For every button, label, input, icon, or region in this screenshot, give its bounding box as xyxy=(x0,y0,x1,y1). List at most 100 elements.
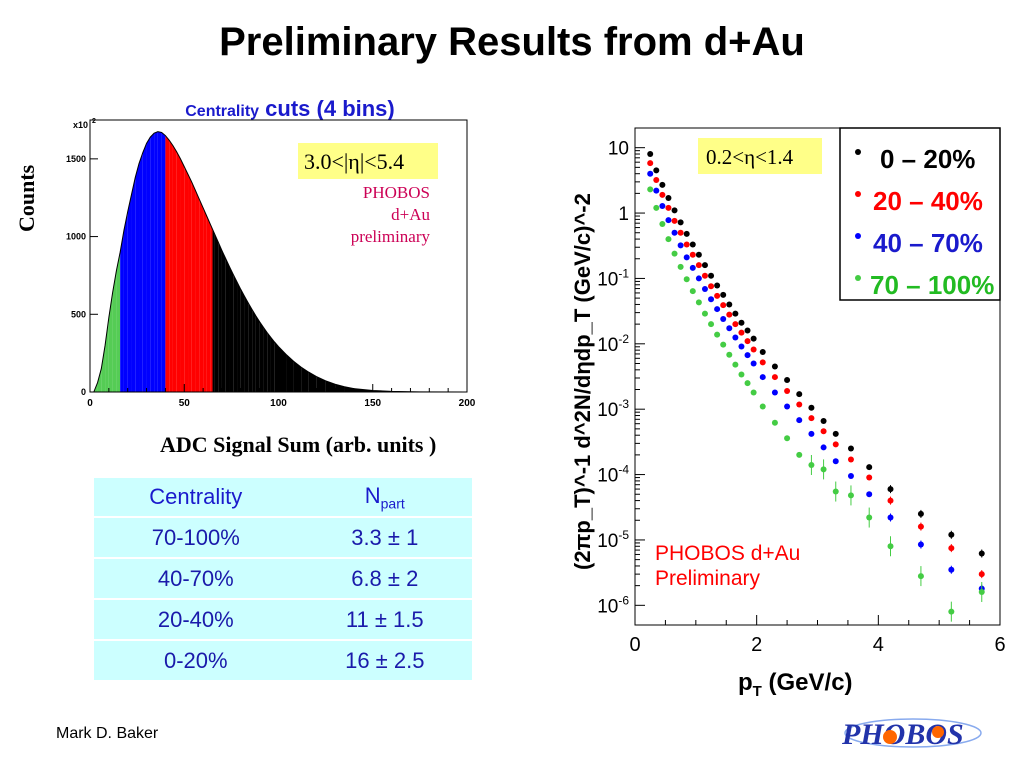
spectrum-data-point xyxy=(659,181,666,188)
histogram-eta-cut-label: 3.0<|η|<5.4 xyxy=(304,149,405,174)
histogram-bin xyxy=(229,266,234,392)
histogram-bin xyxy=(344,386,354,392)
spectrum-legend-label: 0 – 20% xyxy=(880,144,975,174)
spectrum-data-point xyxy=(647,151,654,158)
spectrum-data-point xyxy=(796,401,803,408)
spectrum-data-point xyxy=(732,361,739,368)
spectrum-y-tick-label: 10-2 xyxy=(597,332,629,356)
npart-subscript: part xyxy=(380,495,405,512)
histogram-bin xyxy=(278,346,287,392)
histogram-bin xyxy=(248,303,253,392)
table-cell-npart: 16 ± 2.5 xyxy=(297,641,472,682)
spectrum-data-point xyxy=(677,219,684,226)
histogram-bin xyxy=(116,252,121,392)
table-header-npart: Npart xyxy=(297,478,472,518)
spectrum-data-point xyxy=(832,441,839,448)
spectrum-data-point xyxy=(887,486,894,493)
spectrum-data-point xyxy=(653,204,660,211)
histogram-bin xyxy=(105,317,109,392)
spectrum-data-point xyxy=(689,241,696,248)
spectrum-data-point xyxy=(808,404,815,411)
spectrum-data-point xyxy=(714,306,721,313)
spectrum-data-point xyxy=(738,319,745,326)
histogram-x-tick-label: 150 xyxy=(364,398,381,409)
spectrum-data-point xyxy=(744,327,751,334)
spectrum-data-point xyxy=(647,170,654,177)
spectrum-data-point xyxy=(808,462,815,469)
spectrum-data-point xyxy=(708,283,715,290)
spectrum-data-point xyxy=(771,363,778,370)
spectrum-data-point xyxy=(820,428,827,435)
spectrum-data-point xyxy=(671,229,678,236)
spectrum-data-point xyxy=(677,263,684,270)
spectrum-data-point xyxy=(750,335,757,342)
spectrum-data-point xyxy=(720,341,727,348)
histogram-bin xyxy=(184,166,189,392)
histogram-y-multiplier-exponent: 2 xyxy=(92,118,96,125)
spectrum-xlabel-rest: (GeV/c) xyxy=(762,669,853,696)
pt-spectra-plot: 0 2 4 6 10-6 10-5 10-4 10-3 10-2 10-1 1 10 0.2<η<1.… xyxy=(570,127,1006,700)
histogram-bin xyxy=(286,354,294,392)
npart-symbol: N xyxy=(364,482,381,508)
histogram-bin xyxy=(274,342,279,392)
histogram-bin xyxy=(214,233,219,392)
spectrum-data-point xyxy=(796,451,803,458)
spectrum-data-point xyxy=(978,550,985,557)
histogram-bin xyxy=(293,361,302,392)
spectrum-data-point xyxy=(647,160,654,167)
spectrum-x-tick-label: 0 xyxy=(629,634,640,656)
histogram-bin xyxy=(210,224,213,392)
phobos-logo: PHOBOS xyxy=(841,718,982,751)
spectrum-data-point xyxy=(866,491,873,498)
spectrum-data-point xyxy=(683,276,690,283)
spectrum-xlabel-p: p xyxy=(738,669,753,696)
spectrum-data-point xyxy=(832,430,839,437)
spectrum-y-tick-exponent: -5 xyxy=(618,528,629,542)
spectrum-data-point xyxy=(732,321,739,328)
spectrum-data-point xyxy=(796,391,803,398)
spectrum-data-point xyxy=(708,296,715,303)
histogram-y-tick-label: 0 xyxy=(81,387,86,397)
spectrum-eta-cut-label: 0.2<η<1.4 xyxy=(706,145,794,169)
spectrum-data-point xyxy=(784,435,791,442)
histogram-bin xyxy=(195,190,200,392)
spectrum-xlabel-sub: T xyxy=(753,683,762,700)
spectrum-y-tick-label: 1 xyxy=(618,204,629,225)
histogram-note-line: d+Au xyxy=(391,205,430,224)
spectrum-data-point xyxy=(917,523,924,530)
logo-orbit xyxy=(844,718,982,748)
spectrum-data-point xyxy=(750,360,757,367)
spectrum-data-point xyxy=(653,187,660,194)
histogram-bin xyxy=(123,211,128,392)
spectrum-data-point xyxy=(887,497,894,504)
histogram-x-tick-label: 100 xyxy=(270,398,287,409)
spectrum-data-point xyxy=(832,488,839,495)
centrality-histogram: 0 50 100 150 200 0 500 1000 1500 x10 2 xyxy=(66,118,476,409)
spectrum-data-point xyxy=(671,207,678,214)
spectrum-data-point xyxy=(665,204,672,211)
spectrum-legend-label: 40 – 70% xyxy=(873,228,983,258)
spectrum-x-tick-label: 4 xyxy=(873,634,884,656)
spectrum-legend-marker xyxy=(855,275,861,281)
histogram-bin xyxy=(112,270,117,392)
logo-ball xyxy=(883,730,897,744)
spectrum-data-point xyxy=(784,403,791,410)
histogram-bin xyxy=(180,158,185,392)
table-row: 70-100% 3.3 ± 1 xyxy=(94,518,472,559)
spectrum-data-point xyxy=(738,329,745,336)
histogram-y-tick-label: 1000 xyxy=(66,232,86,242)
histogram-bin xyxy=(157,131,162,392)
histogram-note-line: PHOBOS xyxy=(362,183,430,202)
spectrum-data-point xyxy=(701,272,708,279)
spectrum-data-point xyxy=(689,251,696,258)
spectrum-data-point xyxy=(771,419,778,426)
histogram-y-axis-label: Counts xyxy=(14,164,39,232)
histogram-bin xyxy=(172,145,177,392)
spectrum-legend-marker xyxy=(855,233,861,239)
spectrum-data-point xyxy=(671,250,678,257)
spectrum-data-point xyxy=(677,229,684,236)
spectrum-legend: 0 – 20% 20 – 40% 40 – 70% 70 – 100% xyxy=(839,127,1001,301)
spectrum-y-tick-label: 10-1 xyxy=(597,266,629,290)
spectrum-data-point xyxy=(784,387,791,394)
spectrum-data-point xyxy=(701,310,708,317)
